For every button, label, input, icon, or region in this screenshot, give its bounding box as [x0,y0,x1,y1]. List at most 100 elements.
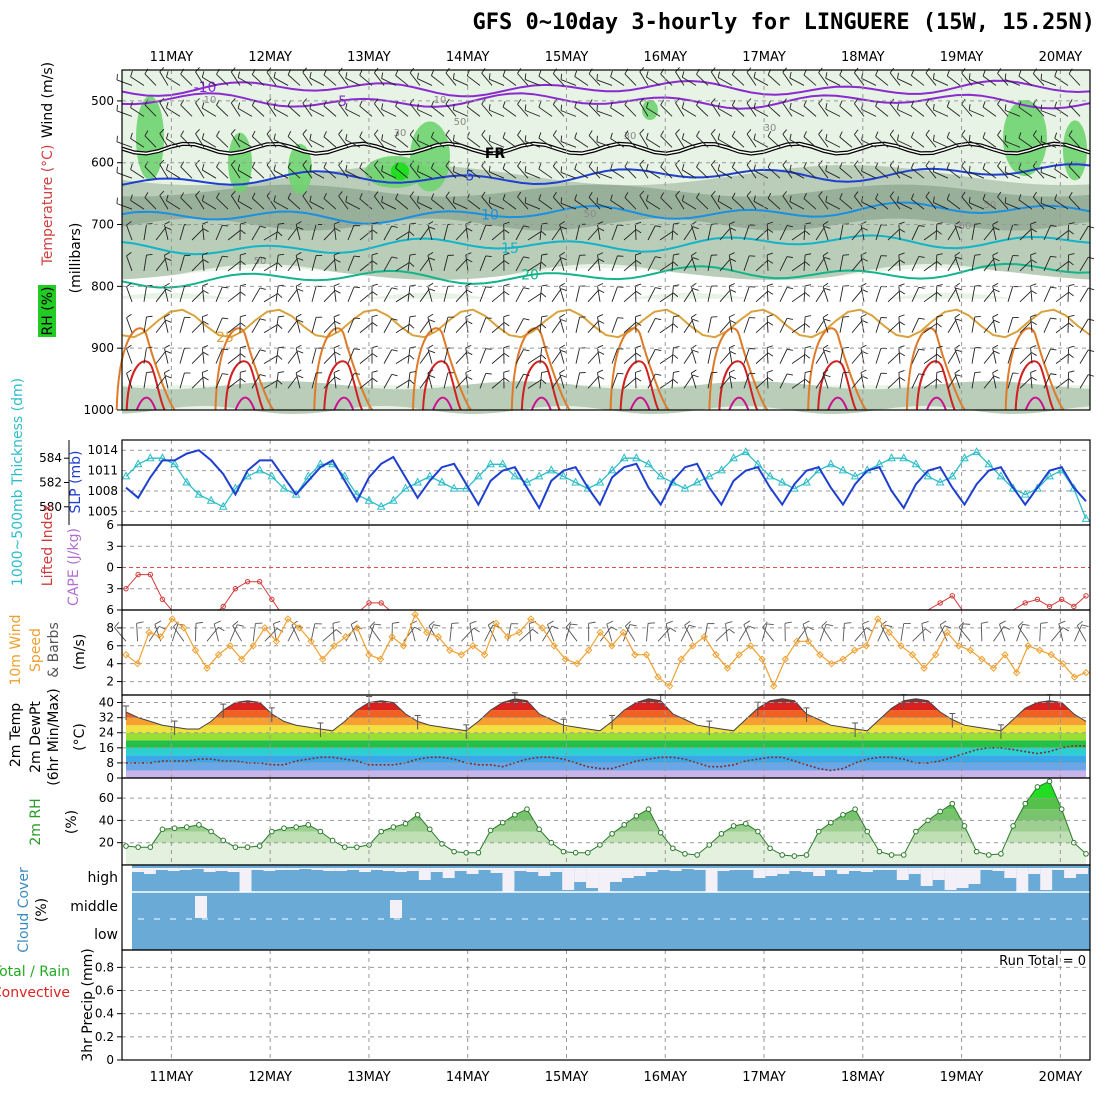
wind-barb-feather [932,165,935,172]
wind-barb [597,316,601,333]
wind-barb [201,372,205,389]
cloud-high-clear [167,868,180,871]
date-label-bottom: 15MAY [545,1070,589,1085]
rh2m-point [900,852,907,858]
wind-barb-feather [597,221,604,225]
wind-barb-feather [1088,349,1095,352]
wind-barb-feather [481,191,486,198]
wind-barb-feather [1054,132,1058,139]
rh2m-point [354,844,360,850]
wind-barb [597,372,601,389]
wind10-point [608,642,616,650]
wind-barb [551,350,562,364]
wind-barb [860,347,865,364]
wind-barb-feather [273,195,276,202]
wind-barb-feather [273,133,276,140]
wind-barb-feather [371,370,378,373]
wind10-barb-feather [195,621,204,624]
warm-contour-30 [609,327,670,411]
wind-barb-feather [523,349,530,352]
wind-barb-feather [691,252,697,256]
wind10-point [654,673,662,681]
wind-barb [839,74,853,86]
wind-barb [860,316,865,333]
wind-barb-feather [753,102,756,109]
wind-barb [263,379,278,389]
wind-barb-feather [875,131,879,138]
wind-barb [251,105,265,117]
wind-barb [803,254,806,271]
wind-barb [395,167,409,179]
wind10-barb [469,623,474,642]
wind-barb [155,227,167,241]
wind-barb [431,198,445,210]
cloud-level-high: high [87,870,118,886]
wind-barb [997,134,1009,148]
wind-barb [887,228,901,241]
wind-barb [675,133,685,148]
wind-barb [427,348,433,364]
wind10-point [261,624,269,632]
wind-barb-feather [287,130,292,137]
wind-barb-feather [251,192,256,199]
wind-barb [559,348,565,364]
wind-barb [227,353,241,364]
rh2m-point [135,844,141,850]
wind-barb [647,373,656,389]
wind-barb [887,290,901,303]
axis-label-wind: Wind (m/s) [40,62,56,138]
wind-barb-feather [681,102,685,109]
wind-barb-feather [786,286,793,289]
temp-band-0 [126,770,1086,778]
wind-barb-feather [409,284,416,287]
wind-barb [1019,321,1032,334]
wind-barb-feather [645,71,649,78]
wind-barb [675,164,685,179]
wind-barb-feather [159,190,165,196]
wind-barb-feather [538,132,542,139]
wind-barb [323,198,337,210]
wind-barb [409,72,421,86]
wind-barb [574,107,589,117]
wind-barb [491,353,505,364]
wind-barb [116,172,133,179]
wind-barb [588,197,601,210]
wind-barb [1067,316,1070,333]
wind-barb [263,262,278,272]
cloud-high-clear [645,868,658,872]
cloud-high-clear [347,868,360,870]
wind10-point [376,655,385,663]
wind-barb [126,348,133,364]
wind-barb [707,347,712,364]
rh2m-point [232,844,239,850]
axis-label-barbs: & Barbs [46,622,62,678]
date-label-bottom: 18MAY [841,1070,885,1085]
wind-barb-feather [541,230,547,236]
wind-barb-feather [610,132,613,139]
wind10-barb-feather [277,627,284,633]
wind-barb-feather [936,378,942,384]
rh2m-point [305,822,312,828]
wind-barb [1043,373,1051,389]
wind-barb [815,374,826,389]
thickness-point [680,483,690,492]
wind-barb-feather [180,99,185,106]
wind10-barb [291,624,300,642]
rh2m-point [755,828,761,835]
wind-barb [359,291,373,303]
wind-barb-feather [805,284,812,287]
wind-barb-feather [297,257,304,261]
wind10-point [353,624,362,632]
cloud-high-clear [801,868,814,872]
wind-barb [710,71,721,86]
wind-barb [551,288,562,303]
wind-barb-feather [910,162,915,169]
wind-barb [230,71,241,86]
wind-barb [191,259,204,272]
wind-barb-feather [655,348,662,352]
wind-barb [333,347,337,364]
wind-barb [230,164,241,179]
thickness-point [887,453,896,462]
wind-barb [163,317,169,333]
